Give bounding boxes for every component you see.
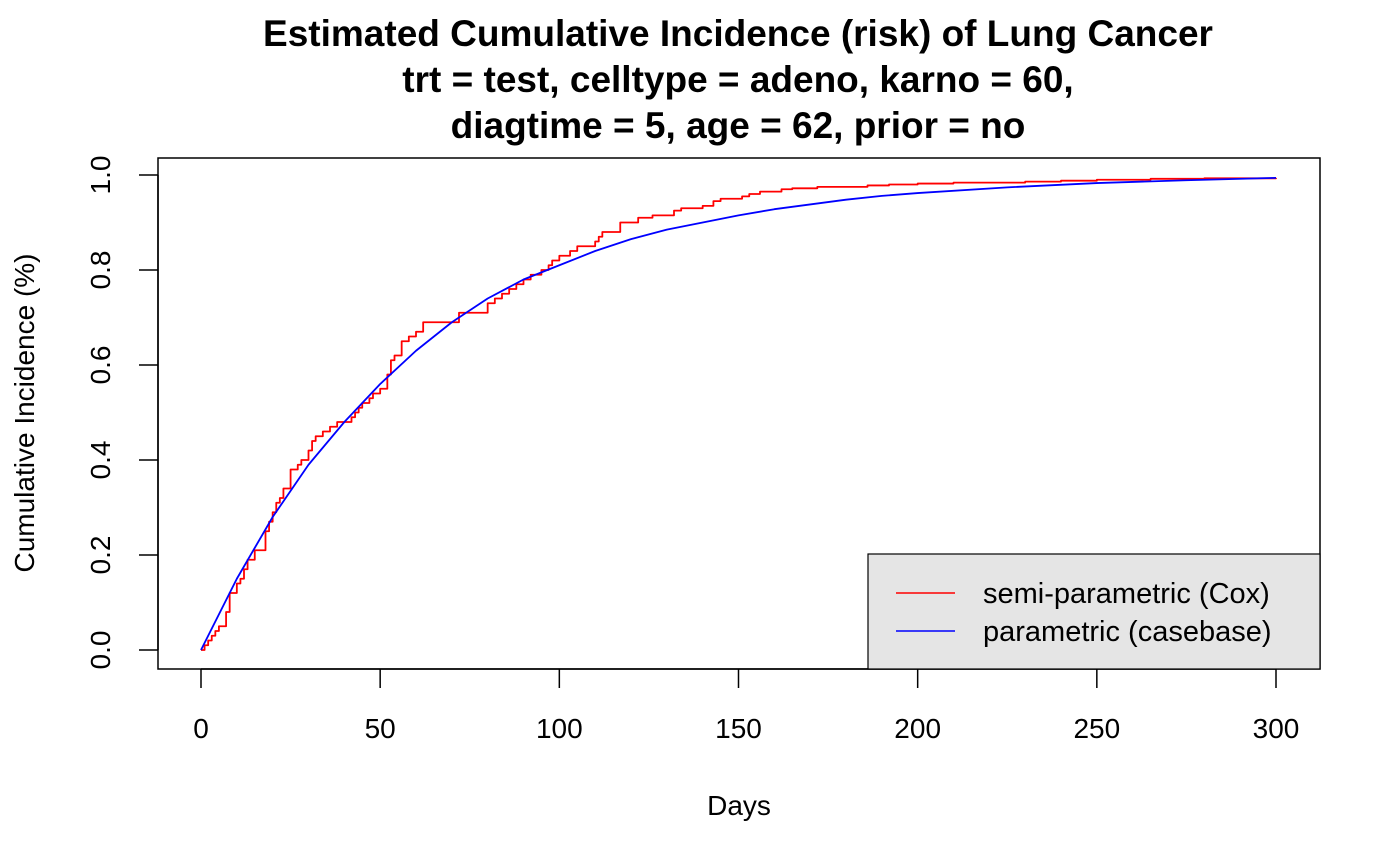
x-tick-label: 50 <box>365 713 396 744</box>
x-axis: 0 50 100 150 200 250 300 <box>193 668 1300 744</box>
y-tick-label: 1.0 <box>85 156 116 195</box>
y-axis: 0.0 0.2 0.4 0.6 0.8 1.0 <box>85 156 159 670</box>
x-tick-label: 200 <box>894 713 941 744</box>
chart-title-line-3: diagtime = 5, age = 62, prior = no <box>451 105 1026 146</box>
x-tick-label: 100 <box>536 713 583 744</box>
chart-title: Estimated Cumulative Incidence (risk) of… <box>263 13 1213 146</box>
y-tick-label: 0.0 <box>85 631 116 670</box>
y-axis-label: Cumulative Incidence (%) <box>9 253 40 572</box>
series-line-casebase <box>200 176 1277 651</box>
x-tick-label: 150 <box>715 713 762 744</box>
y-tick-label: 0.4 <box>85 441 116 480</box>
y-tick-label: 0.8 <box>85 251 116 290</box>
legend-label-casebase: parametric (casebase) <box>983 616 1272 648</box>
legend-label-cox: semi-parametric (Cox) <box>983 578 1270 610</box>
y-tick-label: 0.6 <box>85 346 116 385</box>
legend-box <box>867 553 1321 670</box>
chart-title-line-1: Estimated Cumulative Incidence (risk) of… <box>263 13 1213 54</box>
y-tick-label: 0.2 <box>85 536 116 575</box>
series-layer <box>200 176 1277 651</box>
x-tick-label: 300 <box>1253 713 1300 744</box>
x-tick-label: 0 <box>193 713 209 744</box>
x-axis-label: Days <box>707 790 771 821</box>
legend: semi-parametric (Cox) parametric (caseba… <box>867 553 1321 670</box>
x-tick-label: 250 <box>1073 713 1120 744</box>
chart-title-line-2: trt = test, celltype = adeno, karno = 60… <box>402 59 1073 100</box>
